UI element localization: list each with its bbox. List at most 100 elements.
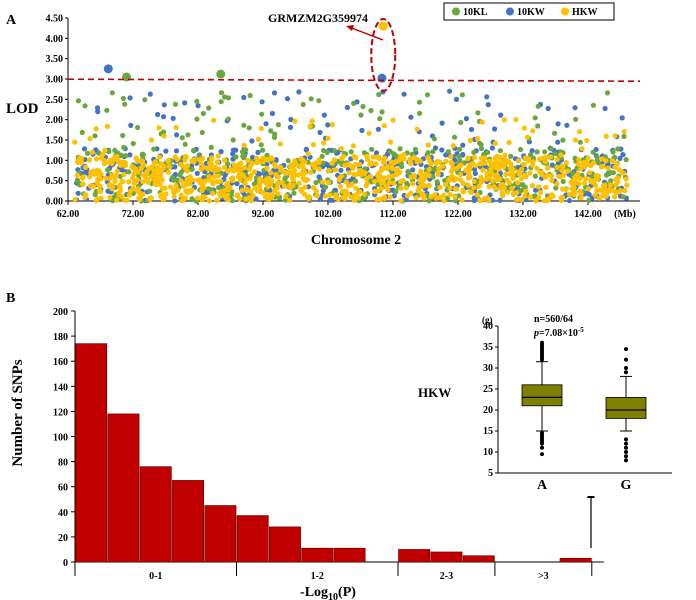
scatter-point — [119, 167, 125, 173]
box-outlier — [624, 370, 628, 375]
scatter-point — [298, 186, 304, 193]
scatter-point — [456, 163, 462, 169]
scatter-point — [568, 179, 574, 185]
box-body — [605, 396, 647, 419]
scatter-point — [372, 188, 378, 194]
scatter-point — [246, 125, 252, 131]
scatter-point — [534, 165, 540, 171]
scatter-point — [371, 178, 378, 184]
scatter-point — [100, 151, 106, 158]
scatter-point — [545, 105, 551, 112]
scatter-point — [215, 153, 221, 159]
scatter-point — [533, 198, 539, 204]
scatter-point — [310, 142, 316, 148]
scatter-point — [572, 191, 578, 197]
scatter-point — [135, 186, 142, 192]
scatter-point — [170, 177, 176, 183]
scatter-point — [329, 122, 335, 128]
scatter-point — [222, 94, 228, 100]
scatter-point — [527, 170, 533, 176]
scatter-point — [322, 184, 329, 190]
scatter-point — [515, 158, 521, 164]
scatter-point — [241, 142, 247, 148]
scatter-point — [98, 195, 104, 201]
scatter-point — [458, 119, 464, 126]
scatter-point — [501, 161, 507, 167]
scatter-point — [557, 174, 564, 180]
bar — [172, 480, 204, 563]
scatter-point — [559, 167, 565, 174]
panel-b-y-tick-label: 180 — [53, 332, 68, 343]
scatter-point — [79, 129, 85, 135]
scatter-point — [199, 129, 205, 136]
scatter-point — [303, 178, 309, 184]
scatter-point — [211, 174, 217, 180]
panel-a-y-axis-title: LOD — [6, 101, 39, 117]
scatter-point — [227, 185, 233, 191]
scatter-point — [471, 185, 477, 191]
scatter-point — [197, 180, 203, 186]
scatter-point — [393, 153, 399, 159]
scatter-point — [548, 173, 555, 179]
scatter-point — [351, 197, 357, 203]
scatter-point — [241, 94, 247, 101]
inset-p-text: p=7.08×10-5 — [533, 326, 584, 339]
scatter-point — [419, 191, 425, 197]
scatter-point — [195, 103, 201, 109]
scatter-point — [414, 126, 420, 132]
scatter-point — [450, 143, 456, 149]
scatter-point — [544, 197, 551, 203]
scatter-point — [504, 177, 510, 183]
bar — [268, 526, 301, 563]
scatter-point — [443, 158, 449, 164]
scatter-point — [307, 123, 313, 129]
scatter-point — [467, 162, 473, 168]
scatter-point — [273, 171, 279, 177]
inset-background — [474, 312, 678, 496]
scatter-point — [337, 183, 343, 189]
scatter-point — [578, 191, 584, 197]
panel-a-y-tick-label: 4.00 — [46, 34, 64, 45]
scatter-point — [350, 165, 356, 171]
scatter-point — [301, 191, 308, 197]
panel-b-y-axis-title: Number of SNPs — [10, 359, 26, 466]
legend-label-hkw: HKW — [572, 7, 598, 18]
scatter-point — [264, 181, 270, 187]
scatter-point — [510, 171, 516, 178]
scatter-point — [514, 197, 520, 203]
scatter-point — [358, 112, 364, 118]
scatter-point — [321, 112, 327, 118]
scatter-point — [283, 193, 289, 199]
scatter-point — [155, 111, 161, 118]
scatter-point — [520, 182, 526, 188]
scatter-point — [441, 192, 447, 198]
scatter-point — [478, 145, 485, 152]
scatter-point — [325, 179, 331, 185]
scatter-point — [269, 110, 275, 117]
scatter-point — [452, 186, 459, 192]
scatter-point — [381, 123, 387, 129]
scatter-point — [425, 142, 431, 148]
scatter-point — [239, 149, 246, 155]
legend-marker-10kw — [506, 7, 514, 16]
panel-a-x-unit: (Mb) — [614, 209, 636, 220]
scatter-point — [162, 185, 168, 191]
scatter-point — [211, 117, 217, 123]
scatter-point — [488, 166, 494, 173]
scatter-point — [610, 158, 616, 164]
scatter-point — [230, 147, 236, 153]
scatter-point — [592, 192, 598, 198]
scatter-point — [612, 164, 618, 170]
scatter-point — [497, 148, 503, 154]
scatter-point — [373, 150, 380, 156]
scatter-point — [161, 133, 167, 139]
scatter-point — [417, 158, 423, 164]
scatter-point — [613, 190, 620, 196]
scatter-point — [87, 174, 93, 180]
scatter-point — [245, 157, 251, 164]
scatter-point — [478, 142, 484, 148]
scatter-point — [133, 155, 139, 161]
scatter-point — [473, 163, 479, 169]
scatter-point — [453, 96, 460, 102]
scatter-point — [587, 162, 594, 169]
